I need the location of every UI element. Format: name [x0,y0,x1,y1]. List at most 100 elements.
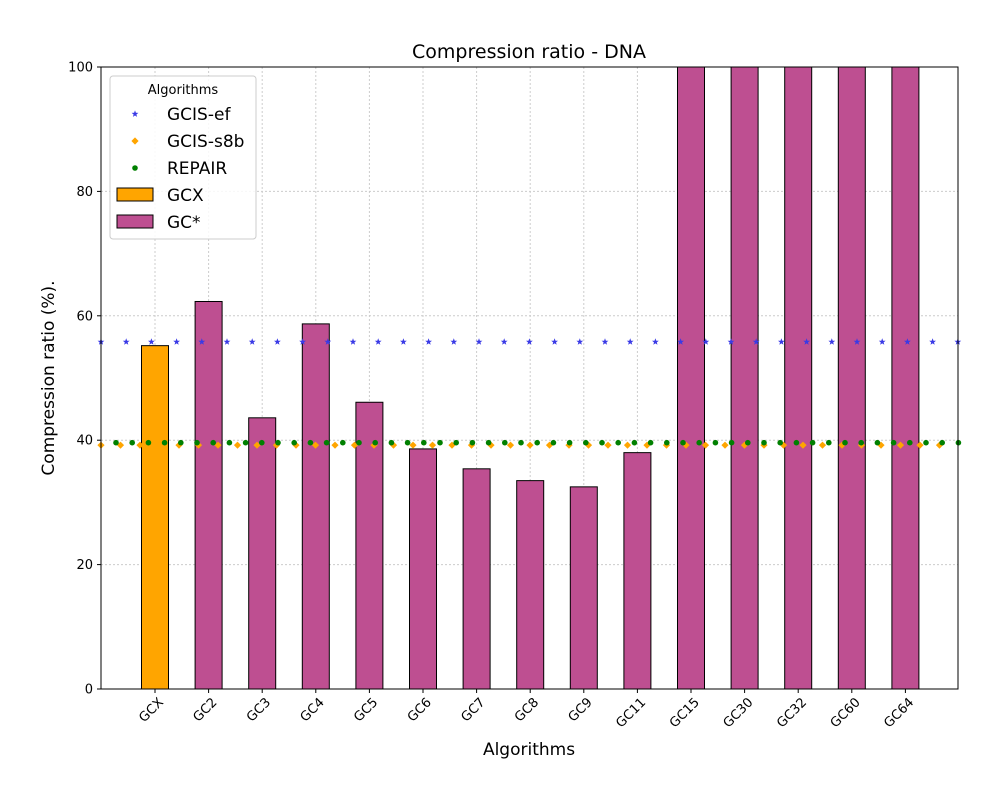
marker-gcis-ef [878,338,886,345]
marker-gcis-ef [324,338,332,345]
marker-repair [566,439,573,446]
marker-repair [809,439,816,446]
marker-gcis-ef [148,338,155,345]
bar-gc6 [409,448,437,690]
marker-gcis-ef [828,338,836,345]
marker-gcis-s8b [253,441,261,449]
y-tick-label: 80 [76,185,93,200]
marker-repair [113,439,119,446]
x-axis-label: Algorithms [483,740,575,760]
marker-gcis-s8b [779,441,788,449]
marker-gcis-ef [677,338,684,345]
marker-repair [485,439,492,446]
marker-repair [842,439,848,446]
legend-label: GCIS-ef [167,105,231,125]
marker-gcis-ef [551,338,558,345]
marker-gcis-ef [349,338,357,345]
bar-gcx [141,345,169,690]
marker-gcis-s8b [545,441,554,449]
marker-gcis-ef [500,338,508,345]
legend-marker-gcis-s8b [131,137,139,145]
marker-gcis-ef [198,338,206,345]
marker-repair [826,439,832,446]
legend-title: Algorithms [148,83,219,98]
marker-repair [210,439,216,446]
marker-repair [647,439,654,446]
marker-repair [291,439,298,446]
marker-gcis-s8b [896,441,905,449]
marker-gcis-s8b [935,441,944,449]
bar-gc7 [462,468,491,690]
bar-gc32 [784,66,813,690]
bar-gc4 [301,323,330,690]
marker-gcis-s8b [604,441,612,449]
marker-repair [680,439,686,446]
marker-repair [583,439,589,446]
marker-repair [437,439,443,446]
marker-gcis-s8b [721,441,729,449]
marker-repair [518,439,524,446]
marker-gcis-ef [576,338,584,345]
marker-gcis-s8b [818,441,827,449]
marker-gcis-ef [122,338,130,345]
marker-gcis-ef [425,338,432,345]
marker-gcis-s8b [623,441,632,449]
marker-gcis-s8b [701,441,710,449]
marker-gcis-ef [475,338,483,345]
marker-repair [145,439,152,446]
marker-repair [453,439,460,446]
marker-repair [372,439,379,446]
legend: Algorithms GCIS-ef GCIS-s8b REPAIR GCX GC* [109,75,257,240]
marker-repair [323,439,330,446]
marker-gcis-s8b [331,441,339,449]
marker-gcis-ef [601,338,609,345]
marker-gcis-s8b [584,441,593,449]
marker-repair [259,439,265,446]
marker-repair [631,439,638,446]
legend-label: GCIS-s8b [167,132,244,152]
bar-gc11 [623,452,652,690]
marker-gcis-ef [853,338,861,345]
y-tick-label: 40 [76,434,93,449]
y-tick-label: 20 [76,558,93,573]
marker-gcis-ef [778,338,785,345]
marker-repair [664,439,670,446]
marker-gcis-s8b [214,441,222,449]
marker-repair [923,439,929,446]
bar-gc8 [516,480,545,690]
marker-gcis-s8b [799,441,807,449]
marker-gcis-s8b [877,441,885,449]
y-axis: 0 20 40 60 80 100 [68,61,101,698]
marker-gcis-s8b [233,441,242,449]
marker-gcis-ef [929,338,936,345]
marker-gcis-s8b [526,441,534,449]
y-axis-label: Compression ratio (%). [39,280,59,475]
marker-repair [534,439,540,446]
marker-repair [696,439,702,446]
marker-repair [550,439,557,446]
marker-repair [178,439,184,446]
marker-repair [356,439,362,446]
marker-gcis-ef [450,338,458,345]
legend-marker-gcis-ef [131,110,139,117]
marker-gcis-s8b [682,441,690,449]
marker-gcis-s8b [175,441,183,449]
marker-gcis-s8b [311,441,320,449]
marker-repair [874,439,881,446]
marker-gcis-ef [904,338,911,345]
marker-gcis-ef [702,338,710,345]
reference-markers-layer [97,338,962,449]
legend-label: GC* [167,213,201,233]
marker-gcis-ef [299,338,306,345]
marker-gcis-ef [274,338,281,345]
marker-repair [275,439,281,446]
marker-gcis-s8b [916,441,924,449]
marker-gcis-ef [526,338,533,345]
legend-patch-gcx [116,187,154,202]
y-tick-label: 0 [85,683,93,698]
marker-repair [502,439,508,446]
marker-repair [161,439,168,446]
bar-gc60 [837,66,866,690]
bar-gc2 [194,300,223,690]
